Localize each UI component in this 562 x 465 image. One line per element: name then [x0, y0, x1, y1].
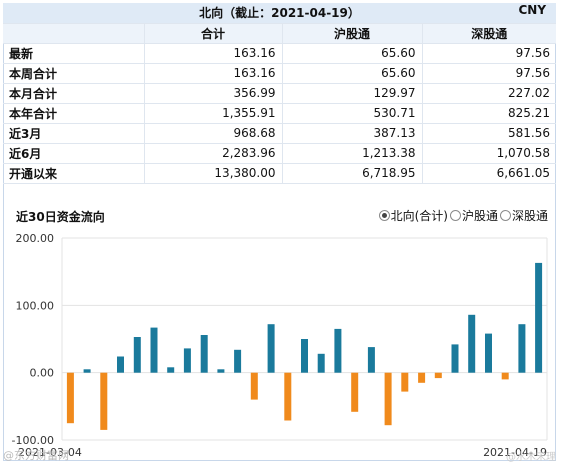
series-selector: 北向(合计) 沪股通 深股通 [378, 207, 548, 224]
bar [117, 356, 124, 373]
row-label: 本年合计 [3, 103, 145, 124]
cell-shanghai: 1,213.38 [282, 143, 423, 164]
bar [501, 372, 509, 380]
table-title: 北向（截止：2021-04-19） [199, 6, 360, 21]
table-row: 最新 163.16 65.60 97.56 [3, 43, 557, 64]
table-row: 开通以来 13,380.00 6,718.95 6,661.05 [3, 163, 557, 184]
option-label: 北向(合计) [390, 209, 448, 223]
cell-shenzhen: 6,661.05 [422, 163, 557, 184]
cell-shenzhen: 97.56 [422, 63, 557, 84]
row-label: 最新 [3, 43, 145, 64]
x-tick-label-start: 2021-03-04 [18, 446, 82, 459]
chart-title: 近30日资金流向 [16, 210, 105, 224]
cell-shenzhen: 97.56 [422, 43, 557, 64]
header-total: 合计 [144, 23, 283, 44]
header-shanghai: 沪股通 [282, 23, 423, 44]
bar [301, 339, 308, 373]
bar [200, 335, 208, 373]
option-label: 深股通 [511, 209, 548, 223]
cell-total: 968.68 [144, 123, 283, 144]
row-label: 本月合计 [3, 83, 145, 104]
radio-icon[interactable] [449, 210, 461, 221]
watermark-secondary: @水木宋理 [506, 452, 556, 463]
table-title-row: 北向（截止：2021-04-19） CNY [3, 3, 557, 24]
bar [150, 327, 158, 373]
cell-total: 163.16 [144, 63, 283, 84]
cell-shanghai: 129.97 [282, 83, 423, 104]
x-tick-label-end: 2021-04-19 [483, 446, 547, 459]
table-row: 本年合计 1,355.91 530.71 825.21 [3, 103, 557, 124]
row-label: 本周合计 [3, 63, 145, 84]
bar [418, 372, 426, 383]
cell-shanghai: 530.71 [282, 103, 423, 124]
cell-total: 1,355.91 [144, 103, 283, 124]
option-shanghai-connect[interactable]: 沪股通 [449, 207, 498, 224]
row-label: 开通以来 [3, 163, 145, 184]
bar [267, 324, 275, 373]
cell-shanghai: 65.60 [282, 43, 423, 64]
cell-shenzhen: 581.56 [422, 123, 557, 144]
table-header-row: 合计 沪股通 深股通 [3, 23, 557, 44]
cell-total: 2,283.96 [144, 143, 283, 164]
option-northbound-total[interactable]: 北向(合计) [378, 207, 448, 224]
option-shenzhen-connect[interactable]: 深股通 [499, 207, 548, 224]
table-row: 本周合计 163.16 65.60 97.56 [3, 63, 557, 84]
cell-shenzhen: 227.02 [422, 83, 557, 104]
bar [535, 262, 543, 373]
currency-label: CNY [518, 3, 547, 17]
header-shenzhen: 深股通 [422, 23, 557, 44]
cell-shenzhen: 825.21 [422, 103, 557, 124]
y-tick-label: 100.00 [16, 299, 55, 312]
table-row: 本月合计 356.99 129.97 227.02 [3, 83, 557, 104]
bar [384, 372, 392, 426]
y-tick-label: 0.00 [30, 367, 55, 380]
cell-total: 163.16 [144, 43, 283, 64]
row-label: 近6月 [3, 143, 145, 164]
cell-shanghai: 65.60 [282, 63, 423, 84]
bar [217, 369, 225, 373]
bar [518, 324, 526, 373]
table-row: 近6月 2,283.96 1,213.38 1,070.58 [3, 143, 557, 164]
bar [485, 333, 492, 373]
cell-total: 13,380.00 [144, 163, 283, 184]
bar [351, 372, 359, 412]
radio-selected-icon[interactable] [378, 210, 390, 221]
cell-shenzhen: 1,070.58 [422, 143, 557, 164]
bar [250, 372, 258, 400]
table-row: 近3月 968.68 387.13 581.56 [3, 123, 557, 144]
bar [317, 353, 325, 373]
bar [167, 367, 175, 373]
bar [468, 314, 476, 373]
bar [133, 337, 141, 373]
bar [83, 369, 91, 373]
bar [401, 372, 409, 392]
header-blank [3, 23, 145, 44]
bar [334, 328, 342, 373]
y-tick-label: 200.00 [16, 232, 55, 245]
bar [434, 372, 442, 379]
option-label: 沪股通 [461, 209, 498, 223]
bar [100, 372, 108, 430]
bar [234, 349, 242, 373]
watermark: @东方财富网 [3, 449, 69, 462]
cell-shanghai: 6,718.95 [282, 163, 423, 184]
cell-total: 356.99 [144, 83, 283, 104]
bar [284, 372, 292, 421]
y-tick-label: -100.00 [12, 434, 54, 447]
radio-icon[interactable] [499, 210, 511, 221]
northbound-table: 北向（截止：2021-04-19） CNY 合计 沪股通 深股通 最新 163.… [3, 3, 557, 184]
cell-shanghai: 387.13 [282, 123, 423, 144]
bar [66, 372, 74, 424]
bar [183, 348, 191, 373]
bar [367, 347, 375, 373]
bar [451, 344, 459, 373]
row-label: 近3月 [3, 123, 145, 144]
